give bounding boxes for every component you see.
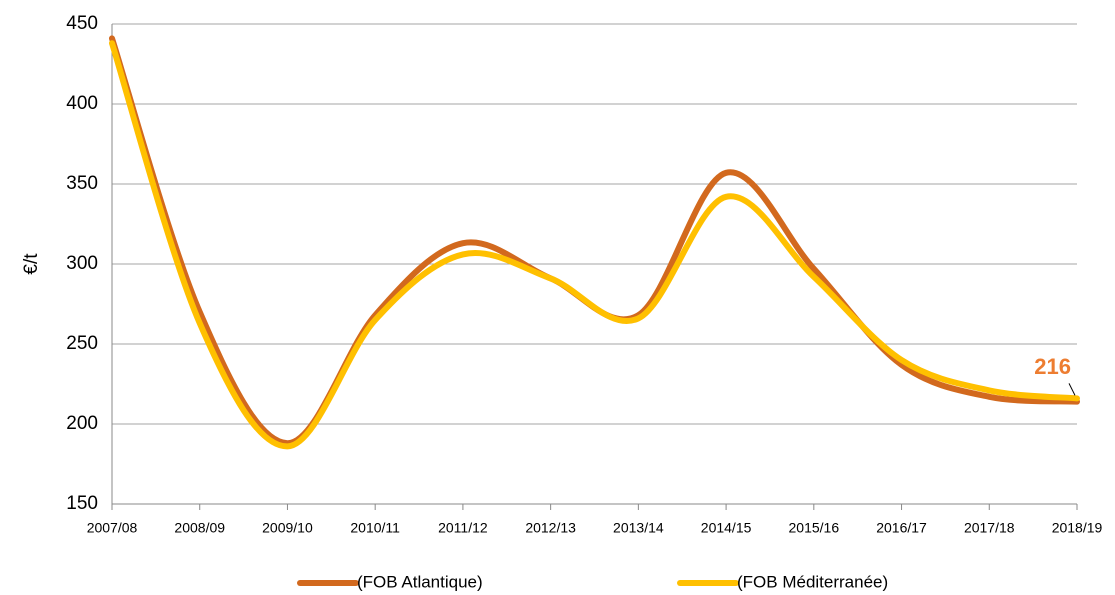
x-tick-label: 2018/19: [1052, 520, 1103, 536]
data-label: 216: [1034, 354, 1071, 379]
y-tick-label: 400: [66, 93, 98, 114]
x-tick-label: 2012/13: [525, 520, 576, 536]
x-tick-label: 2015/16: [789, 520, 840, 536]
y-tick-label: 150: [66, 493, 98, 514]
x-tick-label: 2010/11: [350, 520, 400, 536]
y-tick-label: 250: [66, 333, 98, 354]
x-tick-label: 2016/17: [876, 520, 927, 536]
x-tick-label: 2014/15: [701, 520, 752, 536]
legend-label: (FOB Atlantique): [357, 572, 483, 591]
x-tick-label: 2008/09: [174, 520, 225, 536]
series-line: [109, 40, 1080, 450]
y-tick-label: 450: [66, 13, 98, 34]
x-tick-label: 2017/18: [964, 520, 1015, 536]
y-axis-label: €/t: [21, 253, 42, 275]
y-tick-label: 350: [66, 173, 98, 194]
x-tick-label: 2013/14: [613, 520, 664, 536]
legend-label: (FOB Méditerranée): [737, 572, 888, 591]
y-tick-label: 300: [66, 253, 98, 274]
y-tick-label: 200: [66, 413, 98, 434]
x-tick-label: 2009/10: [262, 520, 313, 536]
label-leader: [1068, 383, 1076, 396]
x-tick-label: 2011/12: [438, 520, 488, 536]
series-line: [109, 35, 1080, 447]
x-tick-label: 2007/08: [87, 520, 138, 536]
